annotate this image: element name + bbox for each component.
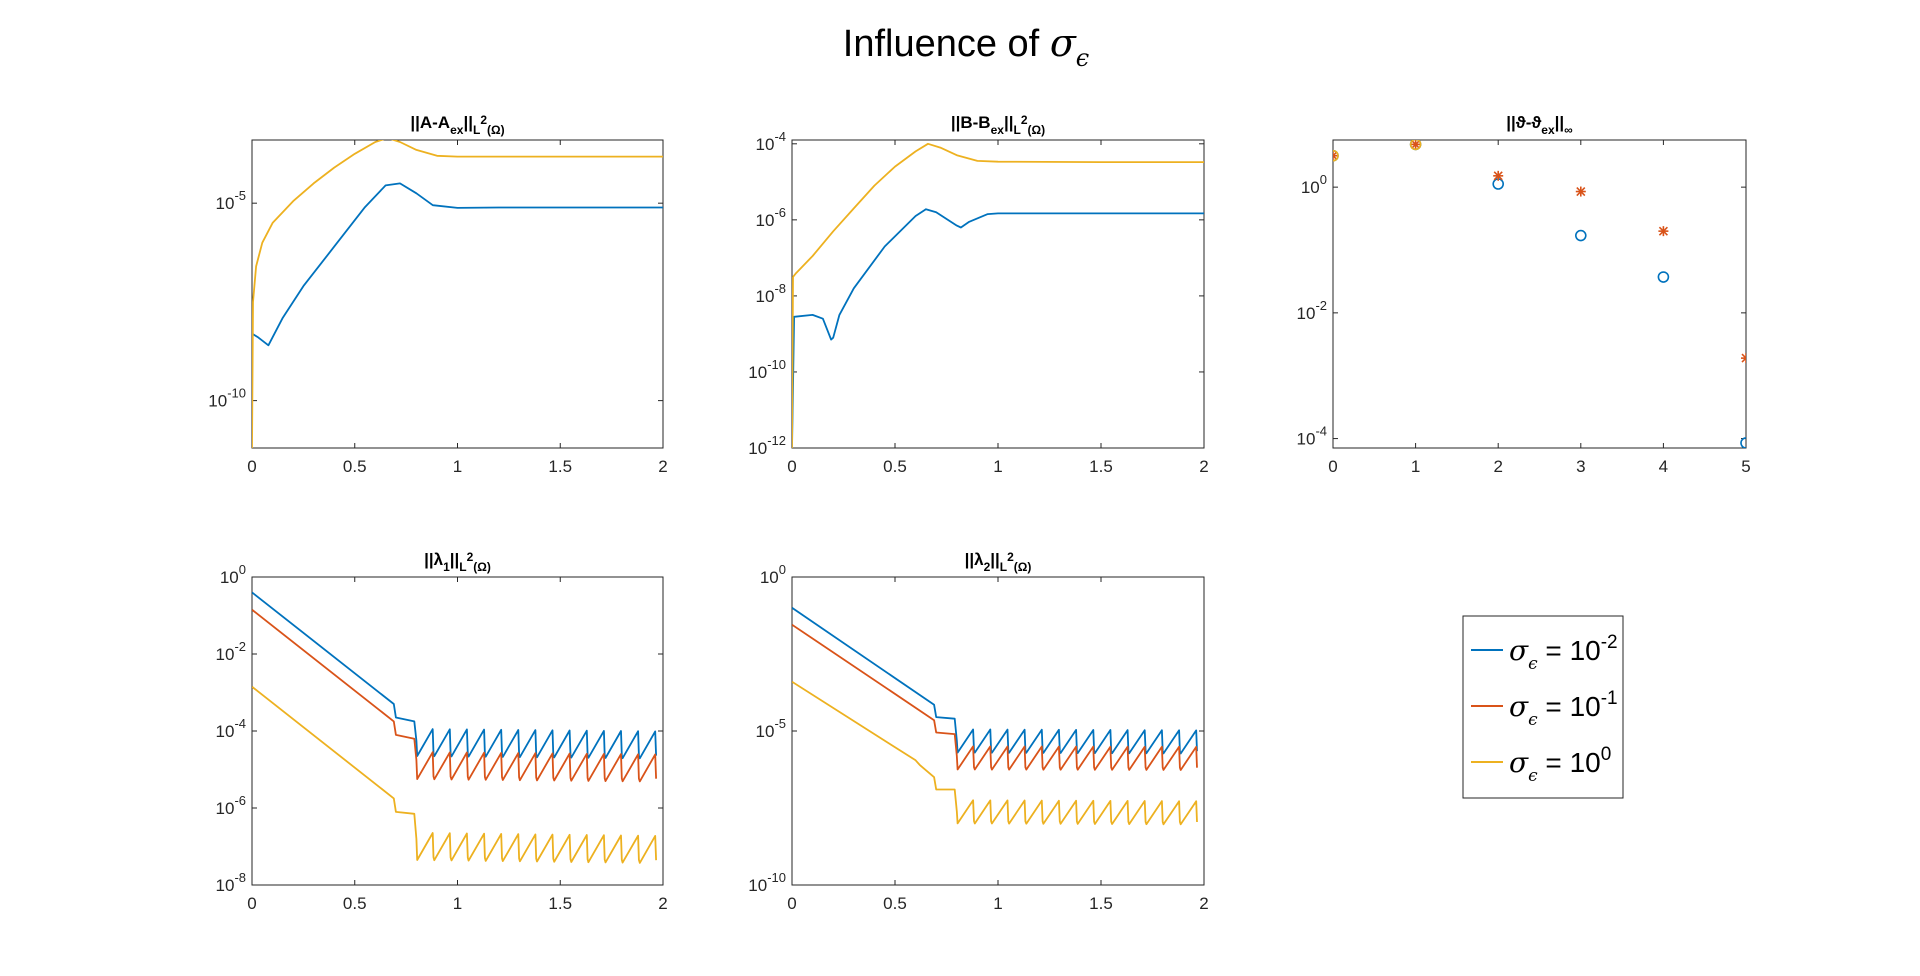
series-line-3 (252, 685, 657, 864)
axes-box (1332, 139, 1747, 449)
subplot-1: ||A-Aex||L2(Ω) 0 0.5 1 1.5 2 10-5 10-10 (208, 113, 667, 476)
x-tick-label: 2 (1199, 457, 1208, 476)
subplot-title: ||λ1||L2(Ω) (424, 550, 491, 574)
legend-label-1: σϵ = 10-2 (1509, 632, 1618, 674)
series-line-2 (792, 623, 1198, 771)
legend-label-3: σϵ = 100 (1509, 744, 1611, 786)
data-point-asterisk (1410, 140, 1421, 150)
axes-box (791, 139, 1205, 449)
x-tick-label: 0 (787, 894, 796, 913)
x-tick-label: 1.5 (1089, 894, 1113, 913)
subplot-3: ||ϑ-ϑex||∞ 0 1 2 3 4 5 100 10-2 10-4 (1297, 113, 1751, 476)
series-line-1 (792, 607, 1198, 755)
data-point-circle (1740, 437, 1746, 448)
x-tick-label: 1 (1411, 457, 1420, 476)
y-tick-label: 10-5 (216, 188, 246, 213)
figure-title-subscript: ϵ (1076, 44, 1089, 72)
plot-area (1333, 140, 1746, 448)
figure-title-symbol: σ (1050, 21, 1077, 65)
series-line-3 (792, 680, 1198, 826)
y-tick-label: 10-8 (216, 870, 246, 895)
x-tick-label: 3 (1576, 457, 1585, 476)
series-line-1 (792, 208, 1204, 448)
data-point-asterisk (1575, 186, 1586, 197)
plot-area (252, 591, 657, 864)
x-tick-label: 0 (247, 894, 256, 913)
subplot-grid: ||A-Aex||L2(Ω)0 0.5 1 1.5 210-510-10||B-Bex|… (208, 113, 1751, 913)
x-tick-label: 1 (993, 457, 1002, 476)
y-tick-label: 10-12 (748, 433, 786, 458)
y-tick-label: 10-6 (216, 793, 246, 818)
y-tick-label: 10-2 (1297, 298, 1327, 323)
series-line-1 (252, 591, 657, 760)
series-line-2 (792, 142, 1204, 448)
subplot-4: ||λ1||L2(Ω) 0 0.5 1 1.5 2 100 10-2 10-4 10-6 10-8 (216, 550, 668, 913)
y-tick-label: 10-10 (748, 357, 786, 382)
subplot-2: ||B-Bex||L2(Ω) 0 0.5 1 1.5 2 10-4 10-6 10-8 10-10… (748, 113, 1208, 476)
x-tick-label: 2 (658, 457, 667, 476)
x-tick-label: 1 (453, 457, 462, 476)
series-line-2 (252, 140, 663, 448)
data-point-asterisk (1333, 150, 1338, 161)
y-tick-label: 10-10 (748, 870, 786, 895)
series-line-2 (252, 608, 657, 783)
y-tick-label: 100 (760, 562, 786, 587)
x-tick-label: 2 (1199, 894, 1208, 913)
data-point-circle (1657, 271, 1670, 283)
data-point-circle (1409, 140, 1422, 151)
x-tick-label: 4 (1659, 457, 1668, 476)
x-tick-label: 0 (247, 457, 256, 476)
plot-area (792, 607, 1198, 826)
y-tick-label: 10-4 (756, 129, 786, 154)
data-point-asterisk (1493, 170, 1504, 181)
y-tick-label: 10-4 (216, 716, 246, 741)
y-tick-label: 10-5 (756, 716, 786, 741)
data-point-asterisk (1658, 226, 1669, 237)
x-tick-label: 1.5 (548, 894, 572, 913)
axes-box (251, 139, 664, 449)
subplot-5: ||λ2||L2(Ω) 0 0.5 1 1.5 2 100 10-5 10-10 (748, 550, 1208, 913)
legend-label-2: σϵ = 10-1 (1509, 688, 1618, 730)
series-line-1 (252, 182, 663, 347)
plot-area (252, 140, 663, 448)
y-tick-label: 10-8 (756, 281, 786, 306)
data-point-circle (1333, 149, 1339, 162)
x-tick-label: 0.5 (343, 457, 367, 476)
y-tick-label: 10-4 (1297, 424, 1327, 449)
x-tick-label: 1.5 (1089, 457, 1113, 476)
y-tick-label: 10-6 (756, 205, 786, 230)
data-point-asterisk (1741, 353, 1746, 364)
x-tick-label: 1.5 (548, 457, 572, 476)
subplot-title: ||B-Bex||L2(Ω) (951, 113, 1045, 137)
subplot-title: ||ϑ-ϑex||∞ (1506, 113, 1572, 137)
y-tick-label: 10-10 (208, 386, 246, 411)
x-tick-label: 5 (1741, 457, 1750, 476)
figure-title-prefix: Influence of (843, 23, 1050, 65)
figure-title: Influence of σϵ (843, 21, 1089, 72)
y-tick-label: 100 (1301, 172, 1327, 197)
x-tick-label: 2 (1493, 457, 1502, 476)
x-tick-label: 0.5 (883, 894, 907, 913)
x-tick-label: 0.5 (343, 894, 367, 913)
y-tick-label: 10-2 (216, 639, 246, 664)
axes-box (791, 576, 1205, 886)
data-point-circle (1575, 229, 1587, 242)
x-tick-label: 0 (1328, 457, 1337, 476)
subplot-title: ||A-Aex||L2(Ω) (410, 113, 504, 137)
x-tick-label: 0 (787, 457, 796, 476)
legend: σϵ = 10-2 σϵ = 10-1 σϵ = 100 (1462, 615, 1624, 799)
x-tick-label: 1 (453, 894, 462, 913)
x-tick-label: 1 (993, 894, 1002, 913)
subplot-title: ||λ2||L2(Ω) (965, 550, 1032, 574)
x-tick-label: 0.5 (883, 457, 907, 476)
plot-area (792, 142, 1204, 448)
y-tick-label: 100 (220, 562, 246, 587)
x-tick-label: 2 (658, 894, 667, 913)
